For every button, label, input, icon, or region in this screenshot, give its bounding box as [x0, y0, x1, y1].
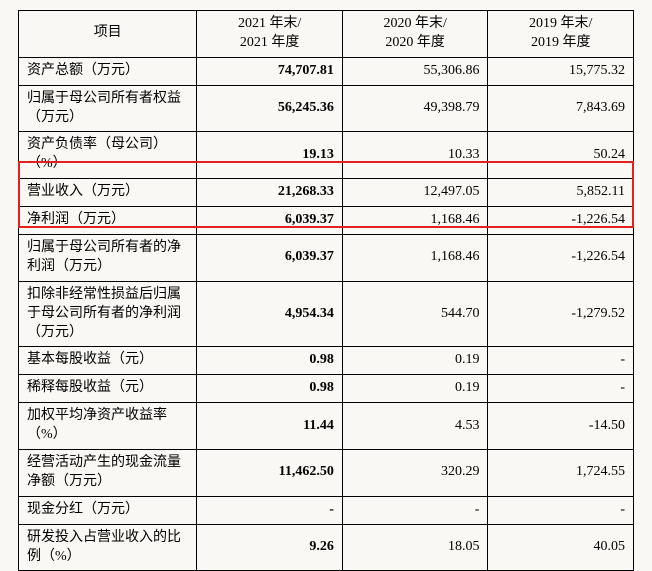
table-row: 归属于母公司所有者权益（万元） 56,245.36 49,398.79 7,84… [19, 85, 634, 132]
row-2021: 6,039.37 [197, 235, 343, 282]
table-row: 稀释每股收益（元） 0.98 0.19 - [19, 375, 634, 403]
row-label: 基本每股收益（元） [19, 347, 197, 375]
table-row: 营业收入（万元） 21,268.33 12,497.05 5,852.11 [19, 179, 634, 207]
row-2020: 49,398.79 [342, 85, 488, 132]
row-label: 资产总额（万元） [19, 57, 197, 85]
row-2019: -14.50 [488, 403, 634, 450]
row-2020: 12,497.05 [342, 179, 488, 207]
row-2020: 0.19 [342, 347, 488, 375]
header-2020-line1: 2020 年末/ [383, 16, 446, 31]
row-label: 资产负债率（母公司）（%） [19, 132, 197, 179]
row-2021: 0.98 [197, 375, 343, 403]
row-2019: - [488, 347, 634, 375]
row-label: 净利润（万元） [19, 207, 197, 235]
row-2021: - [197, 496, 343, 524]
row-2019: -1,226.54 [488, 207, 634, 235]
table-body: 资产总额（万元） 74,707.81 55,306.86 15,775.32 归… [19, 57, 634, 571]
table-row: 基本每股收益（元） 0.98 0.19 - [19, 347, 634, 375]
table-row: 净利润（万元） 6,039.37 1,168.46 -1,226.54 [19, 207, 634, 235]
row-2021: 21,268.33 [197, 179, 343, 207]
header-2020-line2: 2020 年度 [385, 35, 445, 50]
row-2021: 19.13 [197, 132, 343, 179]
row-2019: -1,226.54 [488, 235, 634, 282]
header-row: 项目 2021 年末/ 2021 年度 2020 年末/ 2020 年度 201… [19, 11, 634, 58]
row-2019: 7,843.69 [488, 85, 634, 132]
row-label: 营业收入（万元） [19, 179, 197, 207]
header-2019: 2019 年末/ 2019 年度 [488, 11, 634, 58]
row-2019: - [488, 496, 634, 524]
row-2019: 40.05 [488, 524, 634, 571]
row-2019: -1,279.52 [488, 281, 634, 347]
row-2019: 5,852.11 [488, 179, 634, 207]
row-label: 归属于母公司所有者的净利润（万元） [19, 235, 197, 282]
row-2021: 56,245.36 [197, 85, 343, 132]
row-2021: 74,707.81 [197, 57, 343, 85]
row-2021: 6,039.37 [197, 207, 343, 235]
table-row: 资产总额（万元） 74,707.81 55,306.86 15,775.32 [19, 57, 634, 85]
table-row: 资产负债率（母公司）（%） 19.13 10.33 50.24 [19, 132, 634, 179]
row-2020: 4.53 [342, 403, 488, 450]
table-row: 经营活动产生的现金流量净额（万元） 11,462.50 320.29 1,724… [19, 450, 634, 497]
table-row: 归属于母公司所有者的净利润（万元） 6,039.37 1,168.46 -1,2… [19, 235, 634, 282]
header-item: 项目 [19, 11, 197, 58]
row-2021: 11.44 [197, 403, 343, 450]
row-2020: 18.05 [342, 524, 488, 571]
row-2021: 11,462.50 [197, 450, 343, 497]
header-2021-line1: 2021 年末/ [238, 16, 301, 31]
header-2020: 2020 年末/ 2020 年度 [342, 11, 488, 58]
row-label: 加权平均净资产收益率（%） [19, 403, 197, 450]
row-2020: - [342, 496, 488, 524]
row-2021: 4,954.34 [197, 281, 343, 347]
table-row: 扣除非经常性损益后归属于母公司所有者的净利润（万元） 4,954.34 544.… [19, 281, 634, 347]
header-2021-line2: 2021 年度 [240, 35, 300, 50]
row-2020: 10.33 [342, 132, 488, 179]
row-label: 归属于母公司所有者权益（万元） [19, 85, 197, 132]
row-2019: - [488, 375, 634, 403]
row-2019: 50.24 [488, 132, 634, 179]
header-2019-line1: 2019 年末/ [529, 16, 592, 31]
row-2020: 0.19 [342, 375, 488, 403]
table-row: 现金分红（万元） - - - [19, 496, 634, 524]
header-2019-line2: 2019 年度 [531, 35, 591, 50]
row-label: 现金分红（万元） [19, 496, 197, 524]
row-2020: 1,168.46 [342, 207, 488, 235]
row-2021: 9.26 [197, 524, 343, 571]
row-label: 扣除非经常性损益后归属于母公司所有者的净利润（万元） [19, 281, 197, 347]
header-2021: 2021 年末/ 2021 年度 [197, 11, 343, 58]
row-label: 稀释每股收益（元） [19, 375, 197, 403]
table-row: 加权平均净资产收益率（%） 11.44 4.53 -14.50 [19, 403, 634, 450]
row-label: 研发投入占营业收入的比例（%） [19, 524, 197, 571]
row-2020: 55,306.86 [342, 57, 488, 85]
row-2019: 1,724.55 [488, 450, 634, 497]
row-2020: 320.29 [342, 450, 488, 497]
row-2019: 15,775.32 [488, 57, 634, 85]
table-row: 研发投入占营业收入的比例（%） 9.26 18.05 40.05 [19, 524, 634, 571]
financial-table: 项目 2021 年末/ 2021 年度 2020 年末/ 2020 年度 201… [18, 10, 634, 571]
row-2021: 0.98 [197, 347, 343, 375]
row-2020: 1,168.46 [342, 235, 488, 282]
row-2020: 544.70 [342, 281, 488, 347]
row-label: 经营活动产生的现金流量净额（万元） [19, 450, 197, 497]
